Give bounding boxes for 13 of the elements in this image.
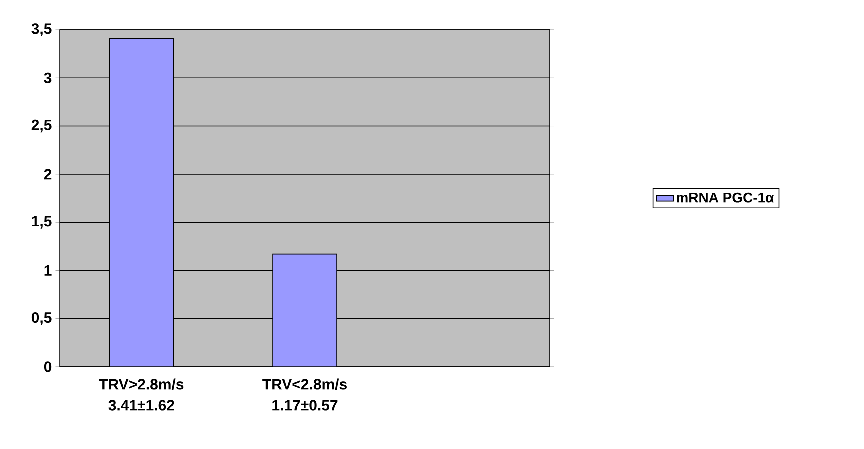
y-tick-label: 0,5 [32,312,52,326]
y-tick-label: 1,5 [32,216,52,229]
y-tick-label: 0 [44,362,52,372]
data-label: 1.17±0.57 [272,400,338,411]
y-tick-label: 3,5 [32,24,52,36]
x-tick-label: TRV<2.8m/s [262,378,347,390]
y-tick-label: 1 [44,266,52,276]
y-tick-label: 2,5 [32,120,52,133]
y-tick-label: 3 [44,72,52,84]
legend-label: mRNA PGC-1α [677,192,774,203]
data-label: 3.41±1.62 [108,400,174,411]
y-tick-label: 2 [44,169,52,180]
x-tick-label: TRV>2.8m/s [99,378,184,390]
